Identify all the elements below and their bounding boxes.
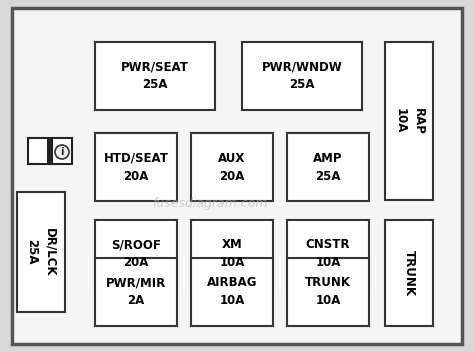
Text: PWR/SEAT
25A: PWR/SEAT 25A	[121, 61, 189, 92]
Text: PWR/WNDW
25A: PWR/WNDW 25A	[262, 61, 342, 92]
Text: fusesdiagram.com: fusesdiagram.com	[152, 197, 268, 210]
Text: AUX
20A: AUX 20A	[219, 151, 246, 182]
Bar	[191, 258, 273, 326]
Text: S/ROOF
20A: S/ROOF 20A	[111, 239, 161, 270]
Bar	[191, 133, 273, 201]
Bar	[385, 42, 433, 200]
Bar	[95, 220, 177, 288]
Bar	[95, 258, 177, 326]
Bar	[95, 42, 215, 110]
Bar	[17, 192, 65, 312]
Bar	[95, 133, 177, 201]
Text: PWR/MIR
2A: PWR/MIR 2A	[106, 277, 166, 308]
Text: CNSTR
10A: CNSTR 10A	[306, 239, 350, 270]
Text: TRUNK: TRUNK	[402, 250, 416, 296]
Text: AMP
25A: AMP 25A	[313, 151, 343, 182]
Text: RAP
10A: RAP 10A	[393, 108, 425, 134]
Bar	[28, 138, 48, 164]
Bar	[385, 220, 433, 326]
Text: DR/LCK
25A: DR/LCK 25A	[26, 228, 56, 276]
Text: TRUNK
10A: TRUNK 10A	[305, 277, 351, 308]
Bar	[287, 220, 369, 288]
Bar	[52, 138, 72, 164]
Bar	[191, 220, 273, 288]
Bar	[287, 133, 369, 201]
Text: AIRBAG
10A: AIRBAG 10A	[207, 277, 257, 308]
Circle shape	[55, 145, 69, 159]
Text: HTD/SEAT
20A: HTD/SEAT 20A	[103, 151, 168, 182]
Bar	[242, 42, 362, 110]
Text: i: i	[60, 147, 64, 157]
Bar	[287, 258, 369, 326]
Text: XM
10A: XM 10A	[219, 239, 245, 270]
